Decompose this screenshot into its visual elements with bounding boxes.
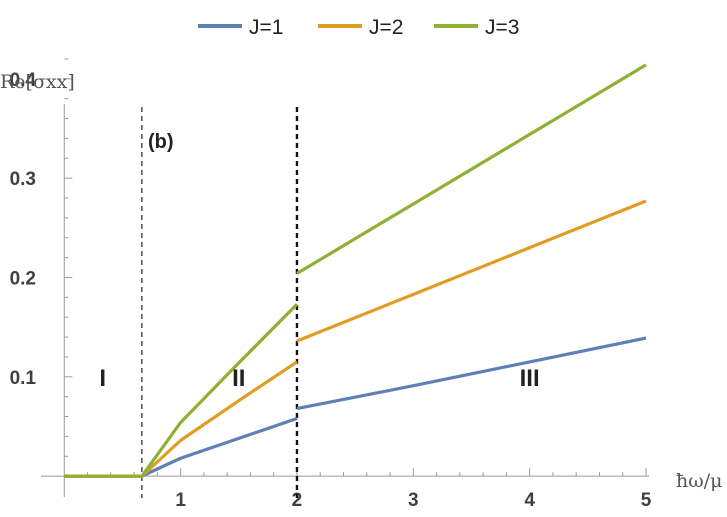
- legend-label: J=1: [249, 16, 283, 39]
- series-line: [296, 63, 647, 275]
- vertical-dashed-lines: [141, 107, 299, 498]
- axes: 1 2 3 4 5 0.1 0.2 0.3 0.4: [10, 58, 652, 511]
- region-label: II: [232, 365, 245, 392]
- legend-item: J=2: [318, 16, 403, 39]
- series-line: [64, 303, 299, 478]
- y-tick-label: 0.2: [10, 268, 36, 289]
- legend-label: J=3: [485, 16, 519, 39]
- legend-label: J=2: [369, 16, 403, 39]
- legend: J=1 J=2 J=3: [198, 16, 519, 39]
- x-tick-label: 5: [641, 490, 652, 511]
- x-tick-label: 1: [175, 490, 186, 511]
- legend-item: J=1: [198, 16, 283, 39]
- y-tick-label: 0.3: [10, 169, 36, 190]
- series-line: [64, 417, 298, 478]
- series-lines: [64, 63, 647, 478]
- panel-label: (b): [148, 131, 174, 153]
- y-tick-label: 0.4: [10, 70, 37, 91]
- y-axis-label: Re[σxx]: [0, 71, 75, 93]
- x-axis-label: ħω/μ: [676, 470, 722, 492]
- x-tick-label: 3: [408, 490, 419, 511]
- y-tick-label: 0.1: [10, 368, 37, 389]
- series-line: [296, 336, 647, 411]
- region-label: III: [520, 365, 540, 392]
- x-tick-label: 4: [524, 490, 535, 511]
- series-line: [296, 199, 647, 343]
- region-label: I: [99, 365, 106, 392]
- region-labels: I II III: [99, 365, 539, 392]
- x-tick-label: 2: [292, 490, 303, 511]
- legend-item: J=3: [434, 16, 519, 39]
